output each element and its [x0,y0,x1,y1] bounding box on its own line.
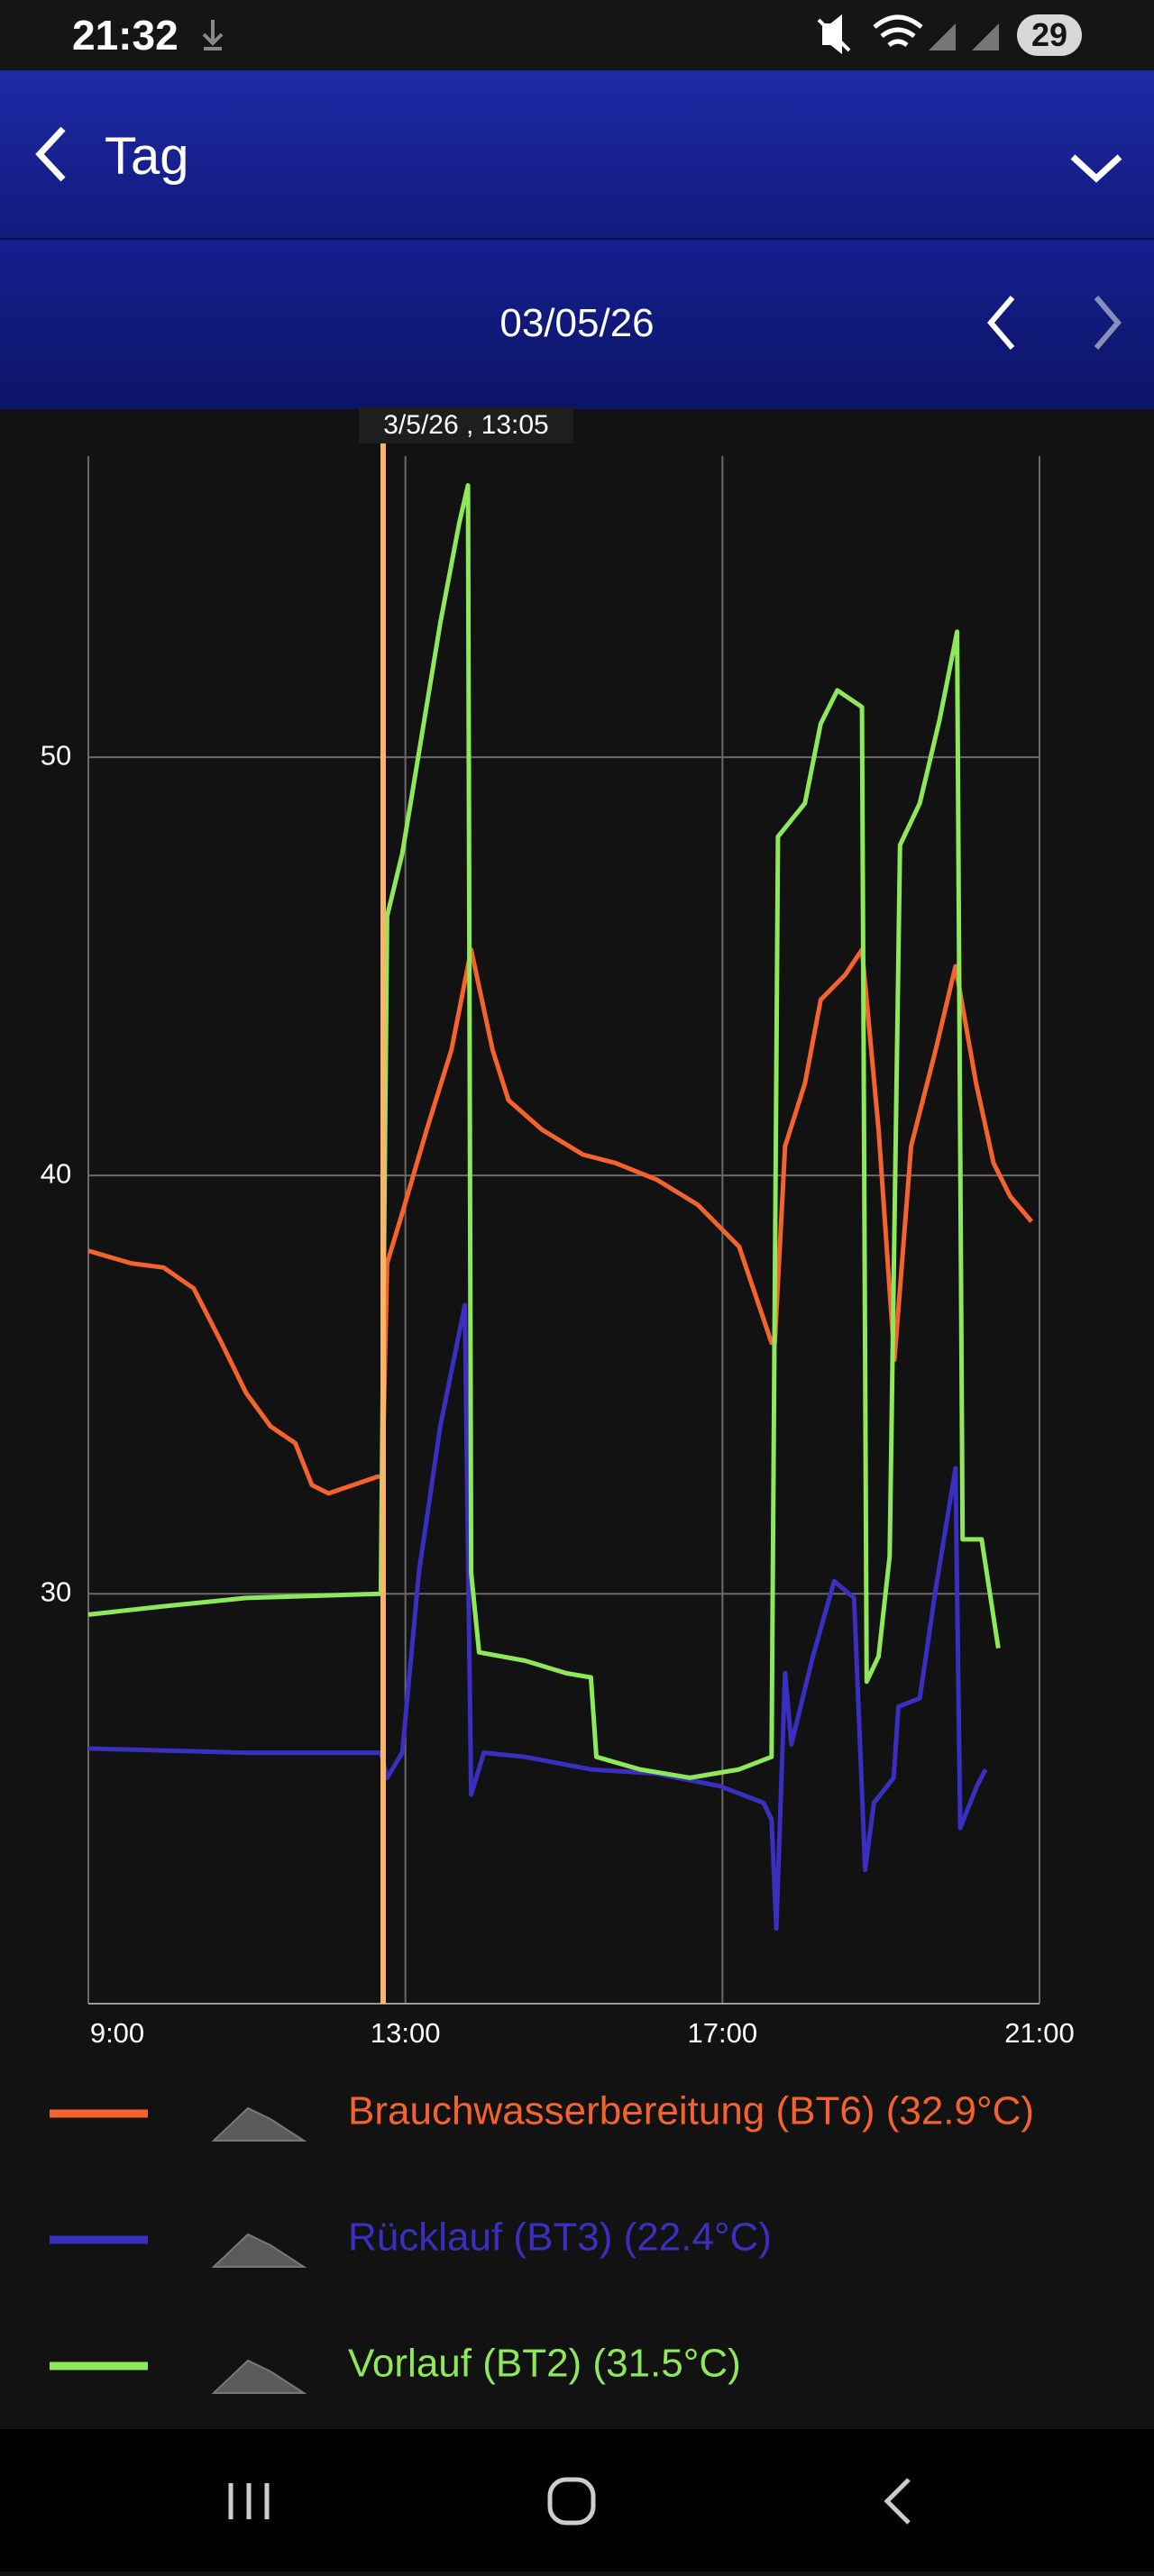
y-tick-label: 50 [41,739,71,771]
date-bar: 03/05/26 [0,238,1154,409]
legend-label: Vorlauf (BT2) (31.5°C) [348,2342,741,2386]
legend-toggle-icon[interactable] [211,2359,307,2394]
home-button[interactable] [547,2477,596,2526]
legend-label: Rücklauf (BT3) (22.4°C) [348,2215,772,2260]
x-tick-label: 9:00 [90,2017,144,2049]
x-tick-label: 17:00 [688,2017,758,2049]
app-header: Tag [0,70,1154,238]
next-day-button[interactable] [1082,288,1136,361]
header-title: Tag [105,127,189,186]
battery-level: 29 [1017,14,1082,56]
back-nav-button[interactable] [884,2478,911,2525]
nav-buttons [228,2477,911,2526]
status-icons [202,20,224,50]
cursor-label-bg [359,407,573,443]
signal-icons [817,14,999,55]
legend-label: Brauchwasserbereitung (BT6) (32.9°C) [348,2089,1034,2133]
status-time: 21:32 [72,12,179,59]
back-button[interactable] [27,120,81,192]
previous-day-button[interactable] [978,288,1032,361]
current-date: 03/05/26 [499,301,655,345]
legend-toggle-icon[interactable] [211,2106,307,2142]
dropdown-button[interactable] [1066,142,1138,196]
legend-toggle-icon[interactable] [211,2233,307,2268]
chart: 3/5/26 , 13:05 30 40 50 9:00 13:00 17:00 21:00… [41,407,1075,2394]
x-tick-label: 13:00 [371,2017,441,2049]
series-line [87,1302,988,1931]
x-tick-label: 21:00 [1004,2017,1075,2049]
navigation-bar [0,2429,1154,2571]
series-line [87,947,1034,1496]
status-bar: 21:32 29 [0,0,1154,70]
recent-apps-button[interactable] [228,2483,270,2519]
series-line [87,483,1001,1780]
y-tick-label: 30 [41,1576,71,1607]
y-tick-label: 40 [41,1157,71,1189]
cursor-label: 3/5/26 , 13:05 [383,410,549,440]
